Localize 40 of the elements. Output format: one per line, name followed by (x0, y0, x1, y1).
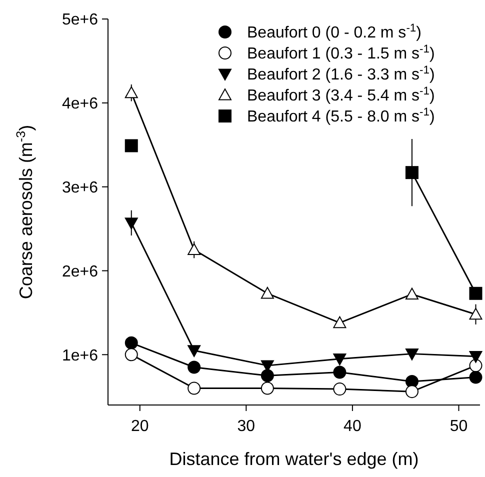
y-tick-label: 1e+6 (62, 347, 98, 364)
point (124, 348, 138, 362)
point (333, 382, 346, 396)
point (188, 345, 201, 357)
legend-label: Beaufort 1 (0.3 - 1.5 m s$^{-1}$) (247, 44, 435, 63)
x-tick-label: 50 (450, 418, 468, 435)
point (333, 366, 346, 379)
point (469, 359, 482, 372)
y-tick-label: 2e+6 (62, 263, 98, 280)
point (333, 316, 346, 328)
x-tick-label: 40 (344, 418, 362, 435)
point (333, 354, 346, 366)
point (260, 369, 274, 382)
x-tick-label: 20 (130, 418, 149, 435)
point (124, 336, 138, 350)
point (469, 370, 482, 384)
y-tick-label: 4e+6 (62, 96, 98, 113)
point (124, 218, 138, 230)
point (469, 308, 482, 320)
x-axis-title: Distance from water's edge (m) (169, 449, 419, 469)
x-tick-label: 30 (237, 418, 256, 435)
point (469, 286, 482, 300)
point (188, 382, 201, 395)
point (188, 360, 201, 374)
y-tick-label: 3e+6 (62, 179, 98, 196)
point (405, 166, 418, 180)
y-tick-label: 5e+6 (62, 12, 98, 29)
point (260, 382, 274, 395)
point (124, 139, 138, 152)
point (124, 86, 138, 98)
legend-label: Beaufort 3 (3.4 - 5.4 m s$^{-1}$) (247, 86, 435, 105)
legend-label: Beaufort 4 (5.5 - 8.0 m s$^{-1}$) (247, 106, 435, 126)
legend-label: Beaufort 2 (1.6 - 3.3 m s$^{-1}$) (247, 64, 435, 84)
point (405, 288, 418, 300)
point (188, 243, 201, 256)
point (405, 385, 418, 398)
point (405, 348, 418, 360)
point (469, 351, 482, 363)
point (260, 286, 274, 299)
legend-label: Beaufort 0 (0 - 0.2 m s$^{-1}$) (247, 22, 422, 42)
